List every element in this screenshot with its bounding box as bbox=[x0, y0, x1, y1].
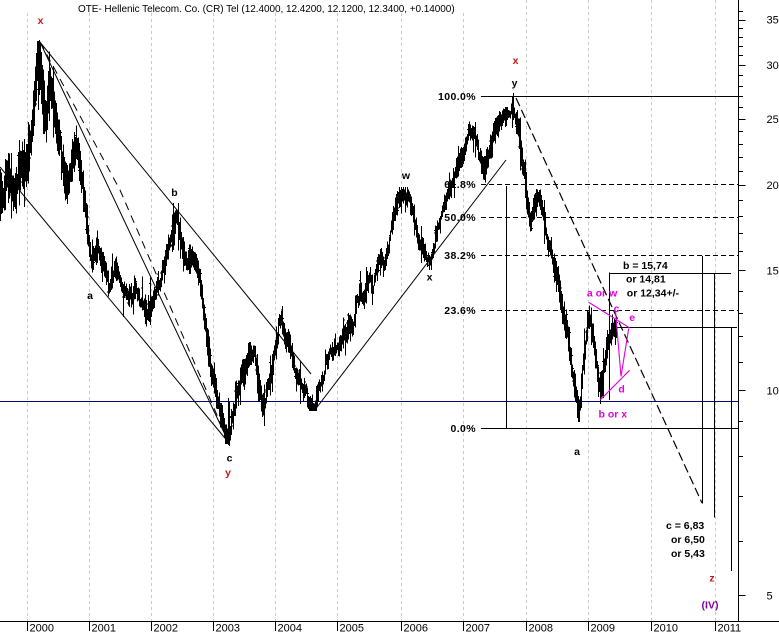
svg-text:23.6%: 23.6% bbox=[444, 305, 476, 317]
svg-text:w: w bbox=[401, 170, 411, 182]
svg-text:b or x: b or x bbox=[599, 409, 628, 421]
svg-text:c: c bbox=[227, 453, 233, 465]
svg-text:2002: 2002 bbox=[154, 623, 178, 633]
svg-text:61.8%: 61.8% bbox=[444, 179, 476, 191]
svg-text:or 14,81: or 14,81 bbox=[626, 274, 666, 286]
svg-text:OTE- Hellenic Telecom. Co. (CR: OTE- Hellenic Telecom. Co. (CR) Tel (12.… bbox=[78, 4, 455, 15]
svg-text:y: y bbox=[225, 467, 231, 479]
svg-text:2007: 2007 bbox=[466, 623, 490, 633]
svg-text:a or w: a or w bbox=[587, 288, 618, 300]
svg-text:2003: 2003 bbox=[216, 623, 240, 633]
svg-text:20: 20 bbox=[767, 180, 779, 192]
svg-text:2006: 2006 bbox=[404, 623, 428, 633]
svg-text:0.0%: 0.0% bbox=[450, 423, 476, 435]
svg-text:x: x bbox=[38, 15, 44, 27]
svg-text:50.0%: 50.0% bbox=[444, 212, 476, 224]
svg-text:15: 15 bbox=[767, 265, 779, 277]
svg-text:38.2%: 38.2% bbox=[444, 250, 476, 262]
svg-text:c: c bbox=[614, 303, 620, 315]
svg-text:2008: 2008 bbox=[529, 623, 553, 633]
svg-text:2005: 2005 bbox=[340, 623, 364, 633]
svg-text:or 6,50: or 6,50 bbox=[671, 534, 705, 546]
svg-text:x: x bbox=[427, 272, 433, 284]
svg-text:b: b bbox=[171, 187, 177, 199]
svg-text:2010: 2010 bbox=[654, 623, 678, 633]
svg-text:5: 5 bbox=[767, 591, 773, 603]
svg-text:2004: 2004 bbox=[278, 623, 302, 633]
svg-text:a: a bbox=[87, 290, 93, 302]
svg-text:y: y bbox=[512, 78, 518, 90]
svg-text:35: 35 bbox=[767, 15, 779, 27]
svg-text:b = 15,74: b = 15,74 bbox=[623, 260, 668, 272]
svg-text:a: a bbox=[574, 446, 580, 458]
svg-text:10: 10 bbox=[767, 385, 779, 397]
svg-text:x: x bbox=[513, 55, 519, 67]
svg-text:e: e bbox=[629, 312, 635, 324]
svg-text:or 5,43: or 5,43 bbox=[671, 548, 705, 560]
svg-text:2000: 2000 bbox=[30, 623, 54, 633]
svg-text:2001: 2001 bbox=[92, 623, 116, 633]
svg-text:25: 25 bbox=[767, 114, 779, 126]
svg-text:100.0%: 100.0% bbox=[438, 91, 476, 103]
svg-text:2009: 2009 bbox=[591, 623, 615, 633]
svg-text:2011: 2011 bbox=[718, 623, 742, 633]
svg-text:z: z bbox=[709, 573, 714, 585]
svg-text:d: d bbox=[618, 384, 624, 396]
svg-text:or 12,34+/-: or 12,34+/- bbox=[627, 288, 680, 300]
svg-text:c = 6,83: c = 6,83 bbox=[666, 520, 704, 532]
svg-text:30: 30 bbox=[767, 60, 779, 72]
svg-text:(IV): (IV) bbox=[702, 600, 719, 612]
